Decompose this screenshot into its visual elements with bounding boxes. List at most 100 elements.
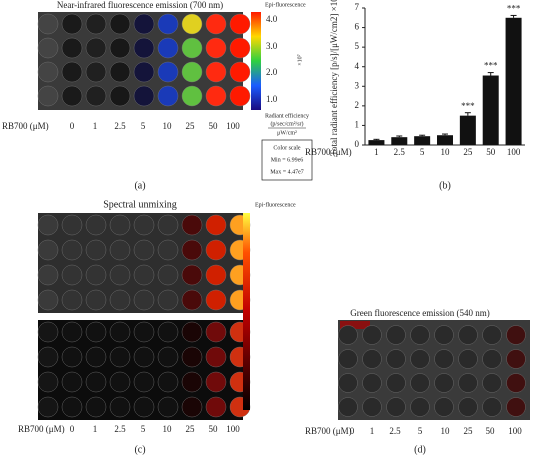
well (61, 321, 83, 343)
concentration-label: 2.5 (114, 424, 126, 434)
caption: (c) (134, 444, 145, 455)
well (229, 13, 251, 35)
well (61, 346, 83, 368)
well (434, 325, 454, 345)
well (157, 371, 179, 393)
well (205, 13, 227, 35)
concentration-label: 100 (226, 121, 240, 131)
y-axis-label: Total radiant efficiency [p/s]/[μW/cm2] … (329, 0, 339, 156)
well (386, 373, 406, 393)
well (338, 373, 358, 393)
well (85, 85, 107, 107)
concentration-label: 25 (186, 424, 196, 434)
well (85, 264, 107, 286)
well (458, 373, 478, 393)
concentration-label: 0 (70, 121, 75, 131)
well (482, 373, 502, 393)
well (362, 397, 382, 417)
well (181, 13, 203, 35)
concentration-label: 5 (141, 424, 146, 434)
well (37, 264, 59, 286)
well (85, 37, 107, 59)
well (109, 371, 131, 393)
well (85, 321, 107, 343)
well (37, 85, 59, 107)
y-tick-label: 5 (355, 41, 360, 51)
concentration-label: 10 (163, 121, 173, 131)
significance: *** (484, 61, 498, 71)
well (109, 396, 131, 418)
well (61, 37, 83, 59)
well (181, 61, 203, 83)
well (506, 373, 526, 393)
axis-label: RB700 (μM) (2, 121, 49, 131)
well (133, 37, 155, 59)
well (434, 397, 454, 417)
well (157, 239, 179, 261)
well (37, 239, 59, 261)
well (109, 37, 131, 59)
panel-title: Green fluorescence emission (540 nm) (350, 308, 489, 318)
well (205, 396, 227, 418)
well (229, 61, 251, 83)
well (458, 349, 478, 369)
well (157, 346, 179, 368)
concentration-label: 50 (209, 121, 219, 131)
well (109, 346, 131, 368)
well (410, 325, 430, 345)
well (37, 61, 59, 83)
colorbar (243, 213, 250, 410)
well (157, 396, 179, 418)
well (133, 371, 155, 393)
bar (391, 137, 408, 145)
concentration-label: 1 (93, 121, 98, 131)
colorbar-tick: 1.0 (266, 94, 278, 104)
well (37, 289, 59, 311)
well (133, 239, 155, 261)
colorbar-tick: 2.0 (266, 67, 278, 77)
well (61, 239, 83, 261)
x-axis-label: RB700 (μM) (305, 147, 352, 157)
panel-title: Near-infrared fluorescence emission (700… (57, 0, 223, 10)
x-tick-label: 1 (374, 147, 379, 157)
colorbar-title: Epi-fluorescence (255, 201, 296, 208)
scale-max: Max = 4.47e7 (270, 169, 304, 175)
well (181, 264, 203, 286)
concentration-label: 100 (508, 426, 522, 436)
y-tick-label: 3 (355, 80, 360, 90)
caption: (b) (439, 180, 451, 191)
concentration-label: 1 (93, 424, 98, 434)
x-tick-label: 25 (463, 147, 473, 157)
wells (37, 214, 251, 418)
colorbar-tick: 4.0 (266, 14, 278, 24)
panel-title: Spectral unmixing (103, 199, 177, 210)
well (109, 239, 131, 261)
colorbar-tick: 3.0 (266, 41, 278, 51)
well (85, 214, 107, 236)
x-tick-label: 10 (441, 147, 451, 157)
well (482, 397, 502, 417)
colorbar (251, 12, 261, 110)
well (434, 349, 454, 369)
bar-chart: 0 1 2 3 4 5 6 7 Total radiant efficiency [p/s]/[… (305, 0, 525, 191)
well (181, 214, 203, 236)
well (109, 85, 131, 107)
well (482, 349, 502, 369)
well (157, 13, 179, 35)
well (61, 396, 83, 418)
bar (414, 136, 431, 145)
x-tick-label: 5 (420, 147, 425, 157)
well (338, 325, 358, 345)
well (181, 37, 203, 59)
well (85, 346, 107, 368)
well (181, 321, 203, 343)
y-tick-label: 1 (355, 119, 360, 129)
concentration-label: 25 (186, 121, 196, 131)
well (61, 264, 83, 286)
concentration-label: 50 (209, 424, 219, 434)
well (506, 349, 526, 369)
well (85, 396, 107, 418)
well (109, 264, 131, 286)
well (133, 321, 155, 343)
scale-min: Min = 6.99e6 (271, 157, 304, 163)
